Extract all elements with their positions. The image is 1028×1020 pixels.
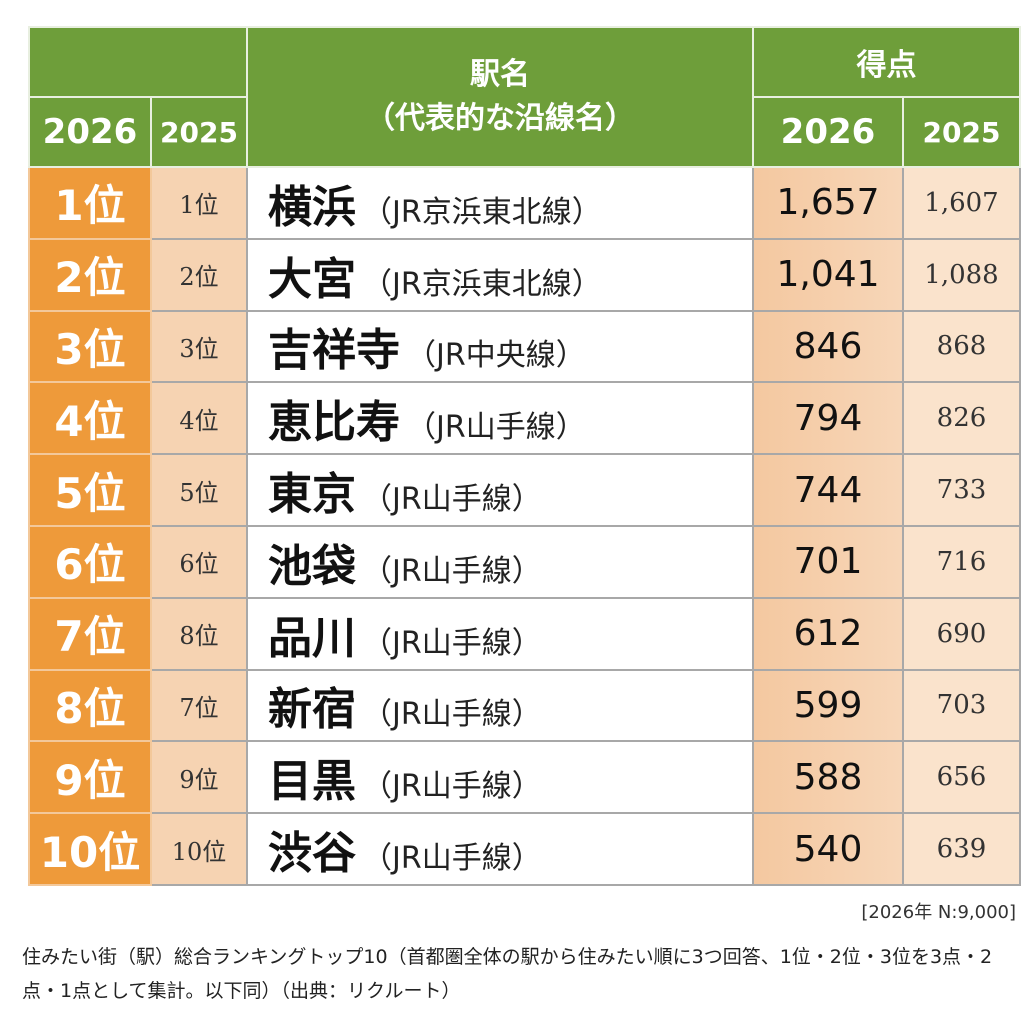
rank-now: 7位 (28, 596, 152, 671)
rank-header-blank (28, 26, 248, 98)
rank-now: 10位 (28, 812, 152, 886)
station-cell: 品川 （JR山手線） (246, 596, 754, 671)
station-cell: 渋谷 （JR山手線） (246, 812, 754, 886)
score-now: 599 (752, 668, 904, 743)
score-year-prev-header: 2025 (902, 96, 1021, 168)
score-prev: 656 (902, 740, 1021, 815)
station-header-subtitle: （代表的な沿線名） (365, 101, 635, 136)
table-row: 4位 4位 恵比寿 （JR山手線） 794 826 (28, 381, 1021, 456)
station-cell: 恵比寿 （JR山手線） (246, 381, 754, 456)
station-name: 池袋 (268, 540, 356, 592)
station-cell: 目黒 （JR山手線） (246, 740, 754, 815)
table-row: 8位 7位 新宿 （JR山手線） 599 703 (28, 668, 1021, 743)
score-now: 744 (752, 453, 904, 527)
station-name: 品川 (268, 612, 356, 664)
rank-now: 5位 (28, 453, 152, 527)
survey-note: [2026年 N:9,000] (861, 902, 1016, 923)
rank-prev: 2位 (150, 237, 248, 312)
rank-prev: 5位 (150, 453, 248, 527)
station-name: 横浜 (268, 181, 356, 233)
station-cell: 大宮 （JR京浜東北線） (246, 237, 754, 312)
score-prev: 868 (902, 309, 1021, 384)
score-now: 612 (752, 596, 904, 671)
score-prev: 826 (902, 381, 1021, 456)
rank-prev: 3位 (150, 309, 248, 384)
score-header: 得点 (752, 26, 1021, 98)
station-line: （JR京浜東北線） (362, 266, 602, 302)
rank-prev: 4位 (150, 381, 248, 456)
station-name: 吉祥寺 (268, 325, 400, 377)
station-line: （JR山手線） (362, 697, 542, 733)
score-prev: 733 (902, 453, 1021, 527)
station-line: （JR山手線） (362, 841, 542, 877)
score-prev: 703 (902, 668, 1021, 743)
station-cell: 東京 （JR山手線） (246, 453, 754, 527)
station-name: 新宿 (268, 684, 356, 736)
table-row: 6位 6位 池袋 （JR山手線） 701 716 (28, 524, 1021, 599)
station-header: 駅名 （代表的な沿線名） (246, 26, 754, 168)
ranking-table: 駅名 （代表的な沿線名） 得点 2026 2025 2026 2025 1位 1… (28, 26, 1021, 886)
station-line: （JR山手線） (362, 625, 542, 661)
table-row: 2位 2位 大宮 （JR京浜東北線） 1,041 1,088 (28, 237, 1021, 312)
station-header-title: 駅名 (470, 57, 530, 92)
table-row: 9位 9位 目黒 （JR山手線） 588 656 (28, 740, 1021, 815)
table-row: 7位 8位 品川 （JR山手線） 612 690 (28, 596, 1021, 671)
table-row: 10位 10位 渋谷 （JR山手線） 540 639 (28, 812, 1021, 886)
rank-year-prev-header: 2025 (150, 96, 248, 168)
station-cell: 横浜 （JR京浜東北線） (246, 166, 754, 240)
rank-prev: 7位 (150, 668, 248, 743)
score-now: 1,041 (752, 237, 904, 312)
rank-now: 6位 (28, 524, 152, 599)
table-row: 1位 1位 横浜 （JR京浜東北線） 1,657 1,607 (28, 166, 1021, 240)
score-year-now-header: 2026 (752, 96, 904, 168)
score-now: 540 (752, 812, 904, 886)
station-name: 渋谷 (268, 828, 356, 880)
station-cell: 新宿 （JR山手線） (246, 668, 754, 743)
score-prev: 1,088 (902, 237, 1021, 312)
station-line: （JR山手線） (362, 553, 542, 589)
score-prev: 716 (902, 524, 1021, 599)
rank-now: 1位 (28, 166, 152, 240)
rank-prev: 8位 (150, 596, 248, 671)
station-name: 東京 (268, 469, 356, 521)
caption: 住みたい街（駅）総合ランキングトップ10（首都圏全体の駅から住みたい順に3つ回答… (22, 946, 993, 1002)
score-now: 701 (752, 524, 904, 599)
score-prev: 690 (902, 596, 1021, 671)
rank-now: 2位 (28, 237, 152, 312)
station-name: 目黒 (268, 756, 356, 808)
score-prev: 639 (902, 812, 1021, 886)
score-prev: 1,607 (902, 166, 1021, 240)
station-line: （JR京浜東北線） (362, 194, 602, 230)
station-line: （JR山手線） (406, 410, 586, 446)
score-now: 794 (752, 381, 904, 456)
rank-prev: 6位 (150, 524, 248, 599)
rank-prev: 1位 (150, 166, 248, 240)
station-cell: 吉祥寺 （JR中央線） (246, 309, 754, 384)
score-now: 1,657 (752, 166, 904, 240)
score-now: 588 (752, 740, 904, 815)
station-line: （JR山手線） (362, 482, 542, 518)
table-row: 3位 3位 吉祥寺 （JR中央線） 846 868 (28, 309, 1021, 384)
table-row: 5位 5位 東京 （JR山手線） 744 733 (28, 453, 1021, 527)
station-line: （JR山手線） (362, 769, 542, 805)
rank-now: 4位 (28, 381, 152, 456)
station-line: （JR中央線） (406, 338, 586, 374)
rank-now: 8位 (28, 668, 152, 743)
station-name: 大宮 (268, 253, 356, 305)
score-now: 846 (752, 309, 904, 384)
station-name: 恵比寿 (268, 397, 400, 449)
rank-year-now-header: 2026 (28, 96, 152, 168)
rank-prev: 10位 (150, 812, 248, 886)
rank-now: 3位 (28, 309, 152, 384)
station-cell: 池袋 （JR山手線） (246, 524, 754, 599)
rank-prev: 9位 (150, 740, 248, 815)
rank-now: 9位 (28, 740, 152, 815)
